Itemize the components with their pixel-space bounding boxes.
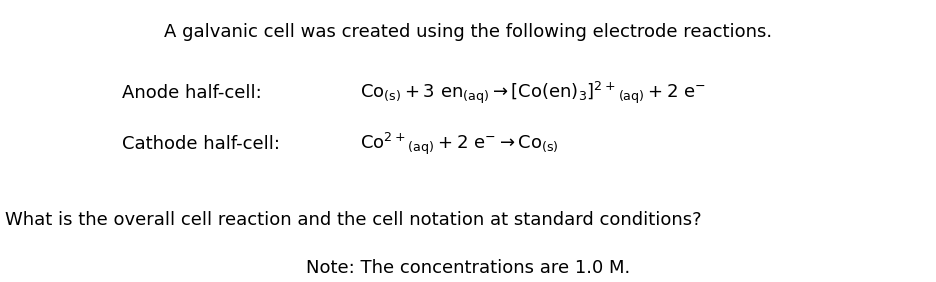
- Text: Anode half-cell:: Anode half-cell:: [122, 84, 261, 102]
- Text: Note: The concentrations are 1.0 M.: Note: The concentrations are 1.0 M.: [306, 259, 630, 277]
- Text: $\mathrm{Co^{2+}{}_{(aq)} + 2\ e^{-} \rightarrow Co_{(s)}}$: $\mathrm{Co^{2+}{}_{(aq)} + 2\ e^{-} \ri…: [360, 131, 559, 157]
- Text: What is the overall cell reaction and the cell notation at standard conditions?: What is the overall cell reaction and th…: [5, 211, 701, 229]
- Text: A galvanic cell was created using the following electrode reactions.: A galvanic cell was created using the fo…: [164, 23, 772, 41]
- Text: Cathode half-cell:: Cathode half-cell:: [122, 135, 280, 153]
- Text: $\mathrm{Co_{(s)} + 3\ en_{(aq)} \rightarrow [Co(en)_3]^{2+}{}_{(aq)} + 2\ e^{-}: $\mathrm{Co_{(s)} + 3\ en_{(aq)} \righta…: [360, 80, 707, 106]
